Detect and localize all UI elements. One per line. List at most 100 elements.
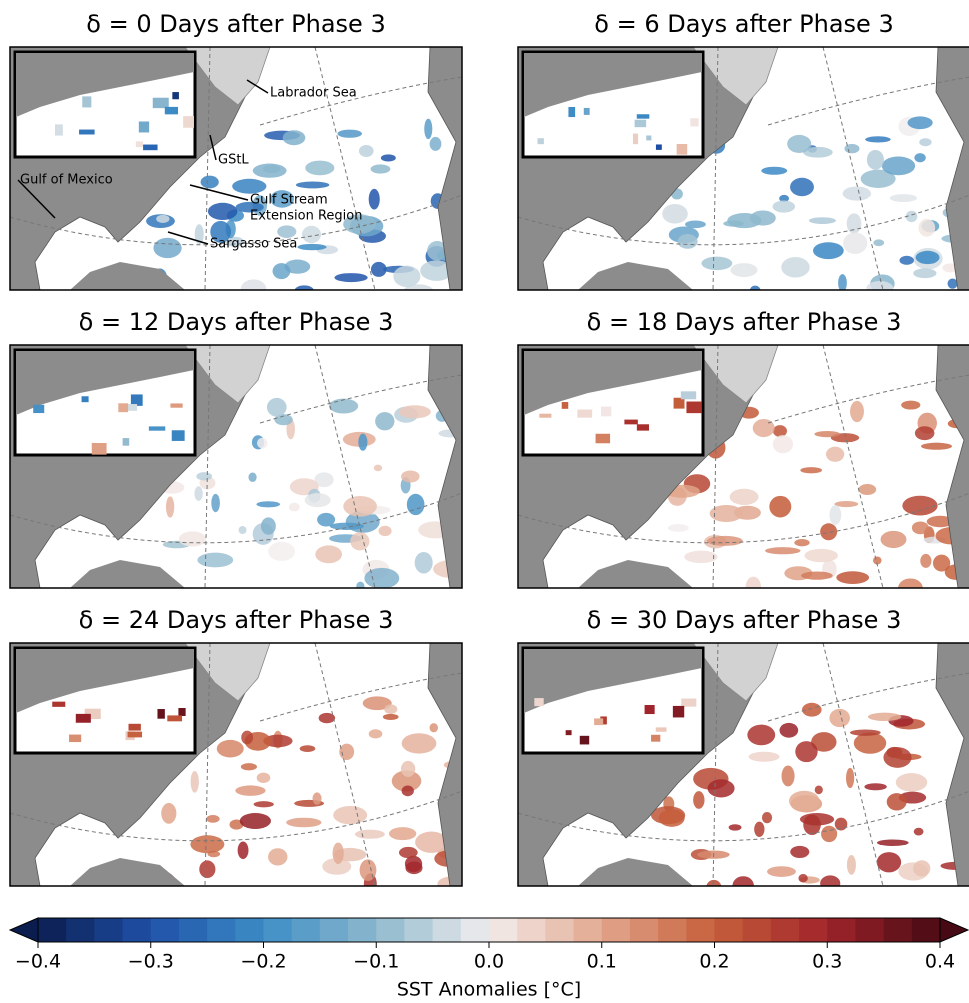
colorbar-segment — [319, 918, 349, 942]
panel-title: δ = 18 Days after Phase 3 — [587, 308, 902, 336]
inset-patch — [135, 141, 143, 148]
anomaly-patch — [913, 268, 937, 279]
colorbar-extend — [8, 917, 39, 943]
anomaly-patch — [752, 418, 775, 438]
anomaly-patch — [380, 154, 396, 162]
annotation-line — [17, 179, 56, 219]
inset-patch — [632, 133, 639, 145]
annotation-line — [246, 79, 269, 94]
tick-label: −0.2 — [240, 951, 286, 973]
colorbar-segment — [658, 918, 687, 942]
colorbar-segment — [432, 918, 462, 942]
anomaly-patch — [913, 860, 931, 877]
anomaly-patch — [723, 220, 744, 227]
anomaly-patch — [779, 722, 799, 738]
anomaly-patch — [761, 811, 773, 824]
colorbar-segment — [855, 918, 885, 942]
inset-patch — [84, 708, 101, 720]
anomaly-patch — [901, 400, 921, 410]
inset-patch — [672, 705, 685, 718]
inset-patch — [673, 397, 685, 409]
anomaly-patch — [876, 852, 902, 873]
anomaly-patch — [241, 730, 254, 745]
tick-label: 0.4 — [925, 951, 955, 973]
anomaly-patch — [256, 501, 281, 508]
grid-line — [259, 672, 462, 722]
panel-frame — [9, 46, 463, 291]
land — [70, 262, 185, 290]
anomaly-patch — [864, 783, 887, 791]
grid-line — [767, 672, 969, 722]
anomaly-patch — [274, 414, 293, 426]
anomaly-patch — [790, 177, 814, 197]
anomaly-patch — [197, 552, 234, 568]
anomaly-patch — [332, 842, 344, 865]
grid-line — [712, 47, 719, 290]
grid-line — [204, 47, 211, 290]
anomaly-patch — [362, 696, 392, 711]
anomaly-patch — [788, 790, 820, 812]
grid-line — [518, 194, 969, 246]
anomaly-patch — [813, 242, 844, 260]
anomaly-patch — [820, 523, 838, 541]
inset-patch — [568, 106, 576, 118]
anomaly-patch — [277, 225, 297, 238]
anomaly-patch — [315, 545, 343, 564]
anomaly-patch — [911, 521, 929, 535]
anomaly-patch — [237, 841, 249, 860]
anomaly-patch — [375, 412, 395, 431]
anomaly-patch — [781, 257, 810, 278]
land — [70, 560, 185, 588]
anomaly-patch — [178, 531, 206, 547]
colorbar-segment — [122, 918, 152, 942]
inset-patch — [79, 129, 95, 135]
inset-patch — [124, 404, 138, 411]
panel-title: δ = 30 Days after Phase 3 — [587, 606, 902, 634]
map — [10, 643, 462, 886]
annotation-line — [167, 231, 209, 245]
grid-line — [204, 345, 211, 588]
anomaly-patch — [769, 495, 792, 518]
anomaly-patch — [252, 163, 287, 178]
colorbar-segment — [770, 918, 800, 942]
land — [692, 47, 779, 106]
anomaly-patch — [401, 785, 414, 797]
colorbar-segment — [94, 918, 124, 942]
anomaly-patch — [370, 164, 391, 174]
anomaly-patch — [398, 405, 431, 419]
annotation-line — [209, 134, 217, 161]
anomaly-patch — [211, 493, 220, 513]
inset-patch — [676, 143, 688, 155]
inset-patch — [127, 731, 143, 738]
anomaly-patch — [693, 791, 705, 809]
inset-patch — [91, 442, 107, 455]
inset-patch — [157, 709, 165, 719]
panel-frame — [9, 344, 463, 589]
map — [518, 47, 969, 290]
inset-patch — [128, 723, 141, 731]
map — [518, 345, 969, 588]
anomaly-patch — [846, 855, 856, 875]
panel-frame — [9, 642, 463, 887]
anomaly-patch — [235, 201, 264, 213]
anomaly-patch — [709, 505, 743, 522]
inset-patch — [55, 124, 63, 136]
inset-patch — [646, 135, 652, 141]
inset-patch — [534, 698, 544, 707]
anomaly-patch — [707, 779, 735, 798]
anomaly-patch — [684, 550, 718, 564]
inset-patch — [644, 705, 655, 715]
colorbar-segment — [291, 918, 321, 942]
anomaly-patch — [772, 435, 794, 454]
anomaly-patch — [844, 143, 860, 154]
anomaly-patch — [902, 495, 938, 516]
anomaly-patch — [295, 181, 330, 189]
anomaly-patch — [800, 467, 823, 474]
colorbar-segment — [489, 918, 518, 942]
anomaly-patch — [206, 815, 220, 823]
anomaly-patch — [356, 581, 365, 588]
anomaly-patch — [919, 138, 932, 147]
anomaly-patch — [333, 805, 368, 825]
anomaly-patch — [749, 210, 776, 226]
inset-patch — [561, 402, 569, 409]
